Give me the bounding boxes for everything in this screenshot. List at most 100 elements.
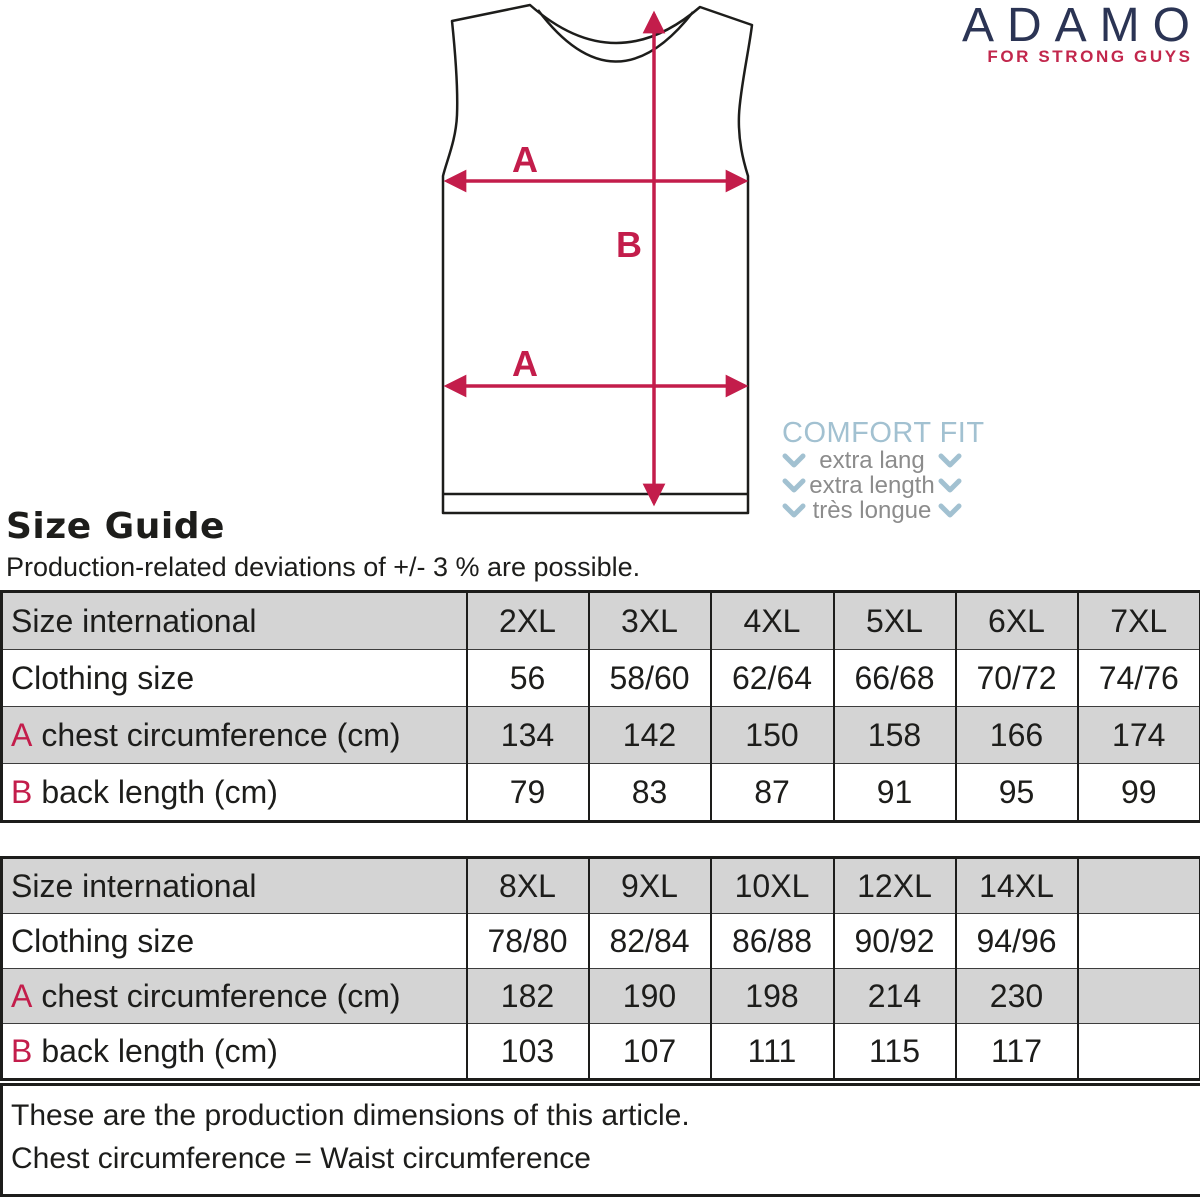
table-cell: 5XL (832, 591, 957, 650)
row-label: back length (cm) (41, 773, 278, 810)
row-label: Size international (11, 602, 257, 639)
table-cell: 2XL (465, 591, 590, 650)
comfort-fit-text: extra length (809, 472, 935, 499)
comfort-fit-row: extra lang (782, 448, 962, 473)
chevron-down-icon (782, 453, 806, 468)
table-cell: 12XL (832, 857, 957, 914)
table-cell: 14XL (954, 857, 1079, 914)
table-cell: 78/80 (465, 913, 590, 969)
table-cell: 70/72 (954, 649, 1079, 707)
comfort-fit-row: très longue (782, 498, 962, 523)
table-cell: 8XL (465, 857, 590, 914)
page-title: Size Guide (6, 506, 225, 547)
brand-tagline: FOR STRONG GUYS (987, 47, 1193, 66)
table-cell: 74/76 (1076, 649, 1200, 707)
comfort-fit-title: COMFORT FIT (782, 417, 985, 449)
table-cell (1076, 968, 1200, 1024)
comfort-fit-text: très longue (812, 497, 932, 524)
table-row: Size international 2XL 3XL 4XL 5XL 6XL 7… (0, 591, 1200, 650)
table-cell: 90/92 (832, 913, 957, 969)
row-letter: A (11, 977, 33, 1014)
row-header: Clothing size (0, 649, 468, 707)
table-cell: 86/88 (709, 913, 835, 969)
production-note-line2: Chest circumference = Waist circumferenc… (11, 1142, 591, 1175)
row-label: back length (cm) (41, 1032, 278, 1069)
row-header: Size international (0, 591, 468, 650)
table-row: Size international 8XL 9XL 10XL 12XL 14X… (0, 857, 1200, 914)
row-label: Clothing size (11, 922, 195, 959)
shirt-diagram: A B A (410, 0, 770, 520)
table-cell: 182 (465, 968, 590, 1024)
chevron-down-icon (938, 478, 962, 493)
table-cell: 6XL (954, 591, 1079, 650)
production-note-box: These are the production dimensions of t… (0, 1083, 1200, 1197)
measure-label-b: B (616, 224, 642, 265)
shirt-outline (441, 3, 754, 515)
table-cell: 111 (709, 1023, 835, 1080)
row-label: chest circumference (cm) (41, 977, 401, 1014)
row-letter: B (11, 1032, 33, 1069)
table-cell: 56 (465, 649, 590, 707)
table-cell: 87 (709, 763, 835, 822)
table-cell: 91 (832, 763, 957, 822)
table-cell: 115 (832, 1023, 957, 1080)
table-cell: 190 (587, 968, 712, 1024)
table-cell: 4XL (709, 591, 835, 650)
table-cell: 7XL (1076, 591, 1200, 650)
table-cell: 107 (587, 1023, 712, 1080)
table-cell: 230 (954, 968, 1079, 1024)
deviation-note: Production-related deviations of +/- 3 %… (6, 552, 641, 582)
table-cell (1076, 913, 1200, 969)
table-cell: 117 (954, 1023, 1079, 1080)
brand-name: ADAMO (961, 0, 1200, 52)
chevron-down-icon (938, 503, 962, 518)
table-cell: 62/64 (709, 649, 835, 707)
table-cell (1076, 857, 1200, 914)
brand-logo: ADAMO FOR STRONG GUYS (962, 2, 1190, 67)
table-cell: 58/60 (587, 649, 712, 707)
row-label: Clothing size (11, 659, 195, 696)
chevron-down-icon (782, 503, 806, 518)
measure-label-a-chest: A (512, 139, 538, 180)
table-cell: 158 (832, 706, 957, 764)
row-letter: A (11, 716, 33, 753)
table-cell: 134 (465, 706, 590, 764)
table-cell: 142 (587, 706, 712, 764)
size-table-2: Size international 8XL 9XL 10XL 12XL 14X… (0, 856, 1200, 1081)
table-cell: 166 (954, 706, 1079, 764)
table-cell: 94/96 (954, 913, 1079, 969)
comfort-fit-block: COMFORT FIT extra lang extra length très… (782, 417, 985, 523)
table-cell: 79 (465, 763, 590, 822)
shirt-diagram-svg: A B A (441, 3, 754, 515)
table-cell: 150 (709, 706, 835, 764)
table-row: Clothing size 78/80 82/84 86/88 90/92 94… (0, 913, 1200, 969)
comfort-fit-row: extra length (782, 473, 962, 498)
table-cell (1076, 1023, 1200, 1080)
table-cell: 3XL (587, 591, 712, 650)
table-cell: 198 (709, 968, 835, 1024)
table-cell: 9XL (587, 857, 712, 914)
chevron-down-icon (938, 453, 962, 468)
table-cell: 214 (832, 968, 957, 1024)
row-letter: B (11, 773, 33, 810)
table-cell: 99 (1076, 763, 1200, 822)
size-table-1: Size international 2XL 3XL 4XL 5XL 6XL 7… (0, 590, 1200, 823)
comfort-fit-text: extra lang (819, 447, 925, 474)
row-label: chest circumference (cm) (41, 716, 401, 753)
table-cell: 10XL (709, 857, 835, 914)
production-note-line1: These are the production dimensions of t… (11, 1099, 690, 1132)
table-row: Clothing size 56 58/60 62/64 66/68 70/72… (0, 649, 1200, 707)
measure-label-a-waist: A (512, 343, 538, 384)
row-header: Clothing size (0, 913, 468, 969)
table-cell: 103 (465, 1023, 590, 1080)
collar-inner-line (537, 9, 694, 63)
table-cell: 82/84 (587, 913, 712, 969)
